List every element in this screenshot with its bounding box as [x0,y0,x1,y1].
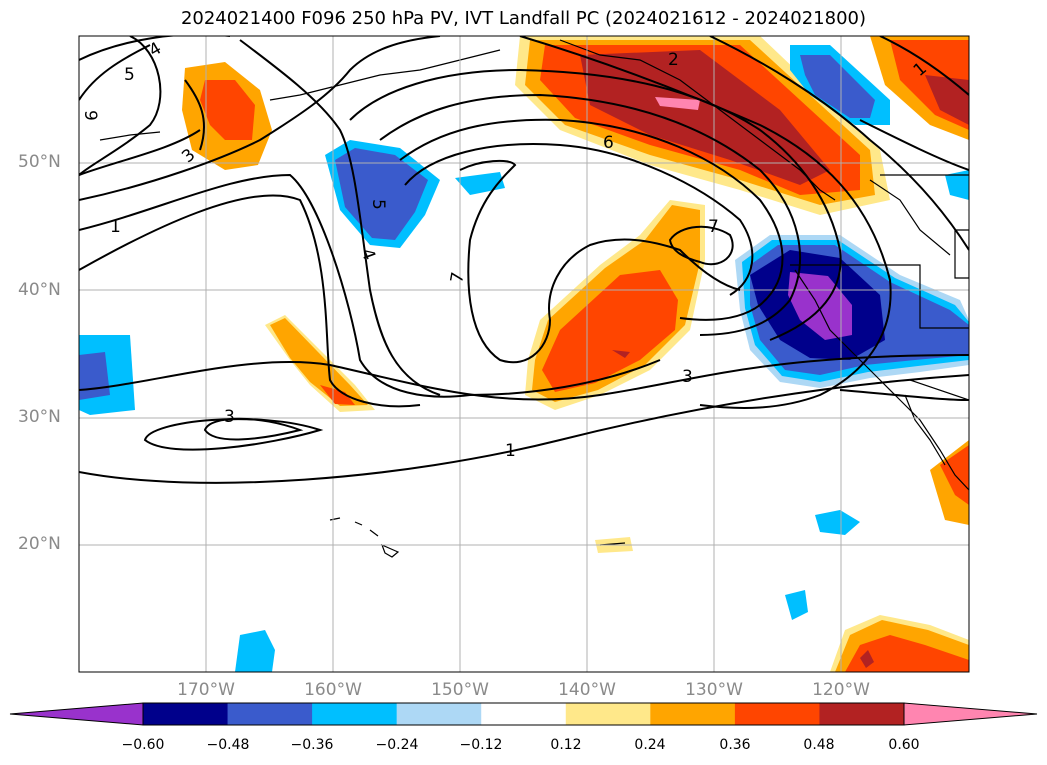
colorbar-tick-label: −0.48 [206,737,250,753]
contour-label: 1 [110,217,121,237]
colorbar-extend-high [904,703,1037,725]
colorbar-tick-label: −0.60 [121,737,165,753]
colorbar-tick-label: 0.24 [634,737,666,753]
lon-label: 120°W [812,680,870,700]
colorbar-segment [396,703,482,725]
colorbar-segment [565,703,651,725]
colorbar-tick-label: 0.36 [719,737,751,753]
lon-label: 140°W [558,680,616,700]
lon-label: 150°W [431,680,489,700]
colorbar-segment [734,703,820,725]
positive-anomaly-aleutian [182,62,272,170]
positive-anomaly-gulf-alaska [515,36,890,215]
map-plot: 5 9 4 3 1 5 4 7 6 2 1 7 3 3 1 [78,35,970,673]
contour-label: 7 [708,217,719,237]
lon-label: 160°W [304,680,362,700]
contour-label: 7 [447,271,469,285]
contour-label: 3 [224,407,235,427]
negative-anomaly-small [235,510,860,672]
contour-label: 9 [80,110,100,121]
lat-label: 50°N [18,152,61,172]
pv-contours [79,36,969,484]
positive-anomaly-central-pacific [525,200,705,410]
contour-label: 2 [668,50,679,70]
contour-label: 3 [682,367,693,387]
lon-label: 170°W [177,680,235,700]
contour-label: 5 [368,199,388,210]
colorbar-tick-label: 0.48 [803,737,835,753]
colorbar-segment [650,703,736,725]
negative-anomaly-north-central [325,140,505,248]
contour-labels: 5 9 4 3 1 5 4 7 6 2 1 7 3 3 1 [80,38,931,461]
lat-label: 40°N [18,280,61,300]
colorbar-tick-label: 0.12 [550,737,582,753]
positive-anomaly-southeast [595,440,969,672]
colorbar-tick-label: −0.24 [375,737,419,753]
negative-anomaly-west [79,335,135,415]
positive-anomaly-northeast [870,36,969,140]
contour-label: 1 [505,441,516,461]
lon-label: 130°W [685,680,743,700]
colorbar-segment [312,703,398,725]
contour-label: 6 [603,133,614,153]
colorbar-tick-label: −0.12 [459,737,503,753]
colorbar-tick-label: −0.36 [290,737,334,753]
colorbar-segment [227,703,313,725]
lat-label: 30°N [18,407,61,427]
contour-label: 5 [124,65,135,85]
coastlines [99,39,969,558]
colorbar-extend-low [10,703,143,725]
map-title: 2024021400 F096 250 hPa PV, IVT Landfall… [180,8,867,29]
negative-anomaly-northeast [790,45,969,200]
colorbar-tick-label: 0.60 [888,737,920,753]
colorbar-segment [819,703,905,725]
colorbar-segment [143,703,229,725]
lat-label: 20°N [18,534,61,554]
graticule [79,36,969,672]
colorbar-segment [481,703,567,725]
colorbar [9,702,1038,726]
